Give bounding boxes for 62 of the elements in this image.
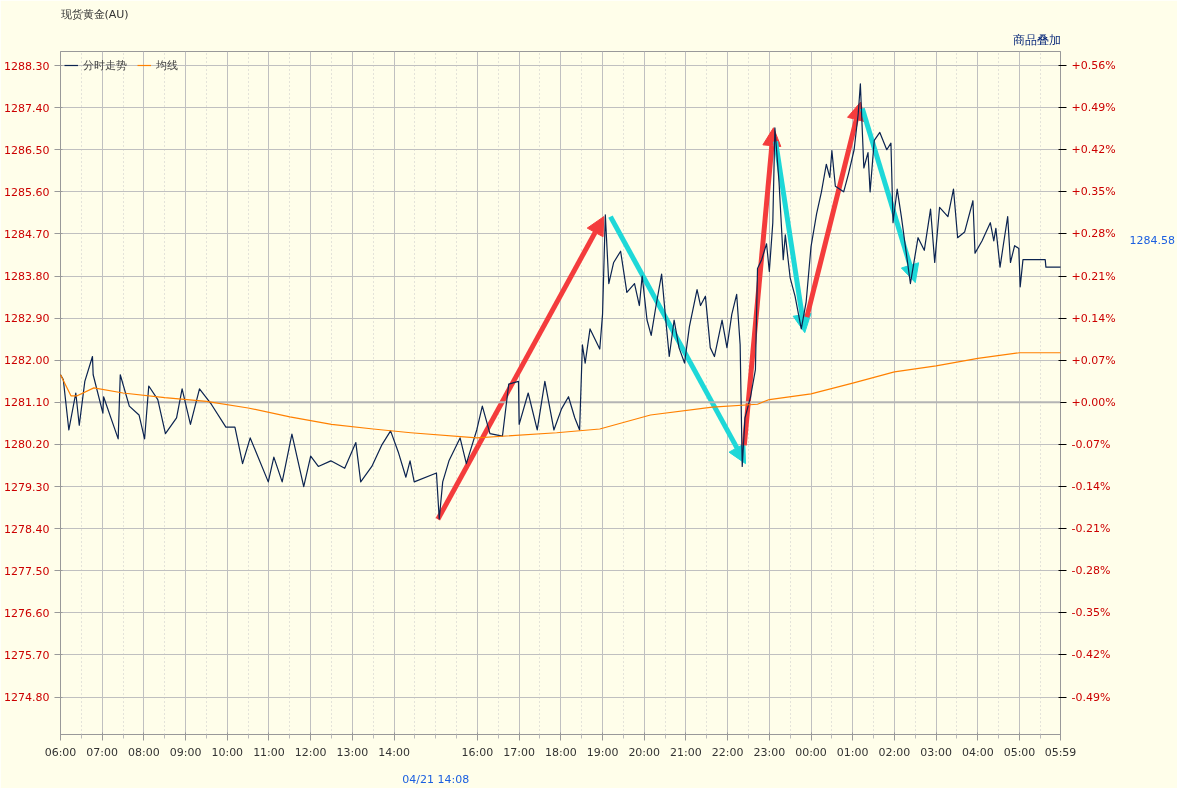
- text: 04/21 14:08: [402, 772, 470, 786]
- y-tick-label: 1282.90: [4, 312, 50, 326]
- x-tick-label: 19:00: [586, 745, 619, 759]
- y2-tick-label: +0.28%: [1071, 227, 1116, 241]
- legend-label: 分时走势: [83, 57, 127, 73]
- y2-tick-label: +0.14%: [1071, 311, 1116, 325]
- y-tick-label: 1274.80: [4, 691, 50, 705]
- y2-tick-label: +0.21%: [1071, 269, 1116, 283]
- y-tick-label: 1278.40: [4, 522, 50, 536]
- x-tick-label: 13:00: [336, 745, 369, 759]
- y2-tick-label: +0.56%: [1071, 59, 1116, 73]
- x-tick-label: 12:00: [294, 745, 327, 759]
- x-tick-label: 16:00: [461, 745, 494, 759]
- y2-tick-label: -0.42%: [1071, 648, 1111, 662]
- x-tick-label: 11:00: [253, 745, 285, 759]
- y2-tick-label: -0.49%: [1071, 690, 1111, 704]
- y2-tick-label: -0.35%: [1071, 606, 1111, 620]
- y2-tick-label: +0.42%: [1071, 143, 1116, 157]
- y-tick-label: 1277.50: [4, 564, 50, 578]
- x-tick-label: 14:00: [378, 745, 410, 759]
- x-tick-label: 21:00: [670, 745, 702, 759]
- y2-tick-label: +0.35%: [1071, 185, 1116, 199]
- x-tick-label: 08:00: [128, 745, 160, 759]
- x-tick-label: 02:00: [878, 745, 911, 759]
- x-tick-label: 06:00: [44, 745, 77, 759]
- y2-tick-label: -0.28%: [1071, 564, 1111, 578]
- x-tick-label: 03:00: [920, 745, 952, 759]
- x-tick-label: 01:00: [836, 745, 869, 759]
- text: 商品叠加: [1012, 32, 1061, 47]
- x-tick-label: 04:00: [961, 745, 994, 759]
- y-tick-label: 1286.50: [4, 143, 50, 157]
- y-tick-label: 1279.30: [4, 480, 50, 494]
- x-tick-label: 23:00: [753, 745, 786, 759]
- y-tick-label: 1288.30: [4, 59, 50, 73]
- y-tick-label: 1281.10: [4, 396, 50, 410]
- legend-label: 均线: [156, 57, 178, 73]
- y2-tick-label: +0.00%: [1071, 395, 1116, 409]
- x-tick-label: 17:00: [503, 745, 535, 759]
- y-tick-label: 1280.20: [4, 438, 50, 452]
- y2-tick-label: -0.07%: [1071, 437, 1111, 451]
- y-tick-label: 1285.60: [4, 185, 50, 199]
- x-tick-label: 05:00: [1003, 745, 1036, 759]
- text: 1284.58: [1129, 233, 1175, 247]
- y-tick-label: 1275.70: [4, 648, 50, 662]
- x-tick-label: 10:00: [211, 745, 244, 759]
- x-tick-label: 18:00: [545, 745, 577, 759]
- x-tick-label: 09:00: [169, 745, 202, 759]
- y-tick-label: 1283.80: [4, 270, 50, 284]
- x-tick-label: 05:59: [1044, 745, 1077, 759]
- x-tick-label: 22:00: [711, 745, 744, 759]
- chart-title: 现货黄金(AU): [60, 7, 129, 21]
- x-tick-label: 07:00: [86, 745, 119, 759]
- y-tick-label: 1284.70: [4, 227, 50, 241]
- y2-tick-label: +0.07%: [1071, 353, 1116, 367]
- y2-tick-label: -0.14%: [1071, 480, 1111, 494]
- y-tick-label: 1276.60: [4, 606, 50, 620]
- y2-tick-label: +0.49%: [1071, 101, 1116, 115]
- x-tick-label: 20:00: [628, 745, 661, 759]
- x-tick-label: 00:00: [795, 745, 827, 759]
- y-tick-label: 1282.00: [4, 354, 50, 368]
- y2-tick-label: -0.21%: [1071, 522, 1111, 536]
- y-tick-label: 1287.40: [4, 101, 50, 115]
